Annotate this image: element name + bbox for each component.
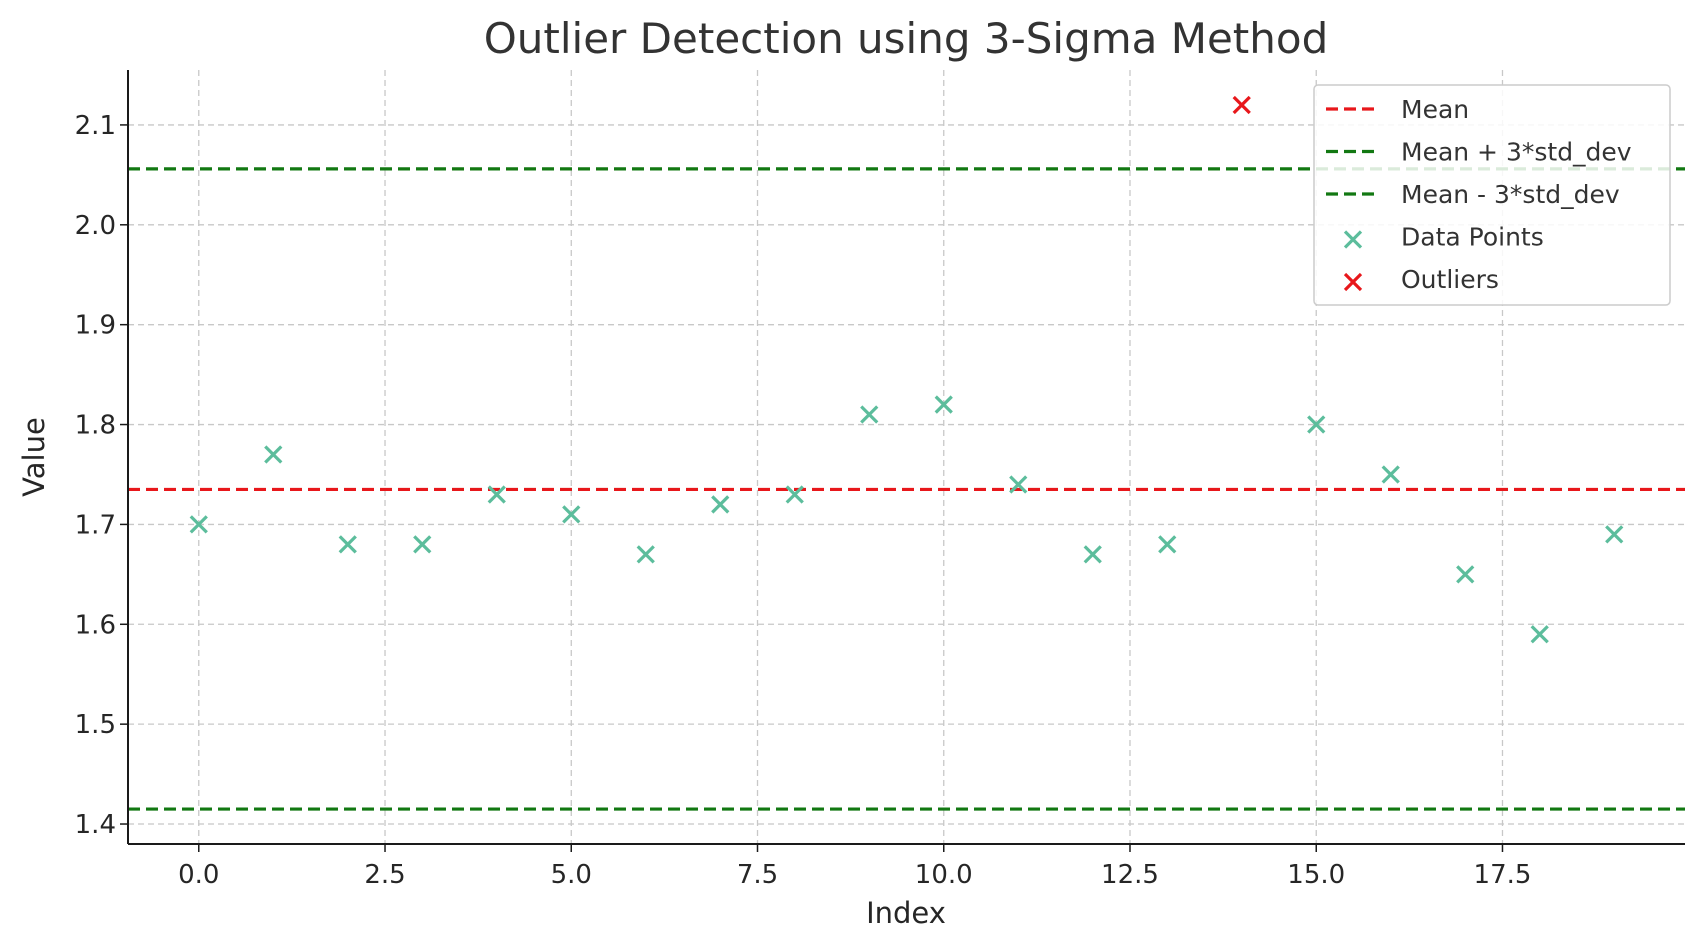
data-point-marker [1605, 525, 1624, 544]
x-axis-label: Index [866, 896, 946, 930]
y-tick-label: 1.6 [75, 610, 116, 640]
legend-label: Outliers [1401, 265, 1499, 294]
data-point-marker [1456, 565, 1475, 584]
y-axis-label: Value [17, 417, 51, 497]
y-tick-label: 2.0 [75, 211, 116, 241]
data-point-marker [1530, 625, 1549, 644]
y-tick-label: 1.5 [75, 710, 116, 740]
legend-marker-swatch [1343, 230, 1363, 249]
data-point-marker [413, 535, 432, 554]
ticks: 0.0 2.5 5.0 7.5 10.0 12.5 15.0 17.5 1.4 1.5 1.6 1.7… [75, 111, 1532, 890]
x-tick-label: 15.0 [1287, 860, 1345, 890]
x-tick-label: 2.5 [364, 860, 405, 890]
data-point-marker [189, 515, 208, 534]
data-point-marker [1083, 545, 1102, 564]
data-point-marker [860, 405, 879, 424]
data-point-marker [1307, 415, 1326, 434]
y-tick-label: 1.9 [75, 311, 116, 341]
x-tick-label: 17.5 [1474, 860, 1532, 890]
legend-label: Mean [1401, 95, 1469, 124]
y-tick-label: 1.8 [75, 411, 116, 441]
legend-label: Mean + 3*std_dev [1401, 138, 1632, 167]
data-point-marker [934, 395, 953, 414]
data-points [189, 95, 1624, 644]
x-tick-label: 7.5 [737, 860, 778, 890]
x-tick-label: 5.0 [551, 860, 592, 890]
y-tick-label: 2.1 [75, 111, 116, 141]
data-point-marker [487, 485, 506, 504]
data-point-marker [338, 535, 357, 554]
x-tick-label: 12.5 [1101, 860, 1159, 890]
y-tick-label: 1.4 [75, 810, 116, 840]
x-tick-label: 0.0 [178, 860, 219, 890]
data-point-marker [1158, 535, 1177, 554]
grid [128, 70, 1685, 844]
outlier-marker [1232, 95, 1251, 115]
data-point-marker [711, 495, 730, 514]
legend-label: Data Points [1401, 223, 1544, 252]
data-point-marker [562, 505, 581, 524]
data-point-marker [636, 545, 655, 564]
data-point-marker [785, 485, 804, 504]
data-point-marker [1381, 465, 1400, 484]
legend-label: Mean - 3*std_dev [1401, 180, 1620, 209]
chart-title: Outlier Detection using 3-Sigma Method [484, 14, 1329, 63]
x-tick-label: 10.0 [915, 860, 973, 890]
data-point-marker [1009, 475, 1028, 494]
legend: Mean Mean + 3*std_dev Mean - 3*std_dev Data… [1313, 84, 1671, 306]
axes [127, 70, 1685, 845]
legend-box [1313, 84, 1671, 306]
legend-marker-swatch [1343, 272, 1363, 292]
y-tick-label: 1.7 [75, 510, 116, 540]
data-point-marker [264, 445, 283, 464]
